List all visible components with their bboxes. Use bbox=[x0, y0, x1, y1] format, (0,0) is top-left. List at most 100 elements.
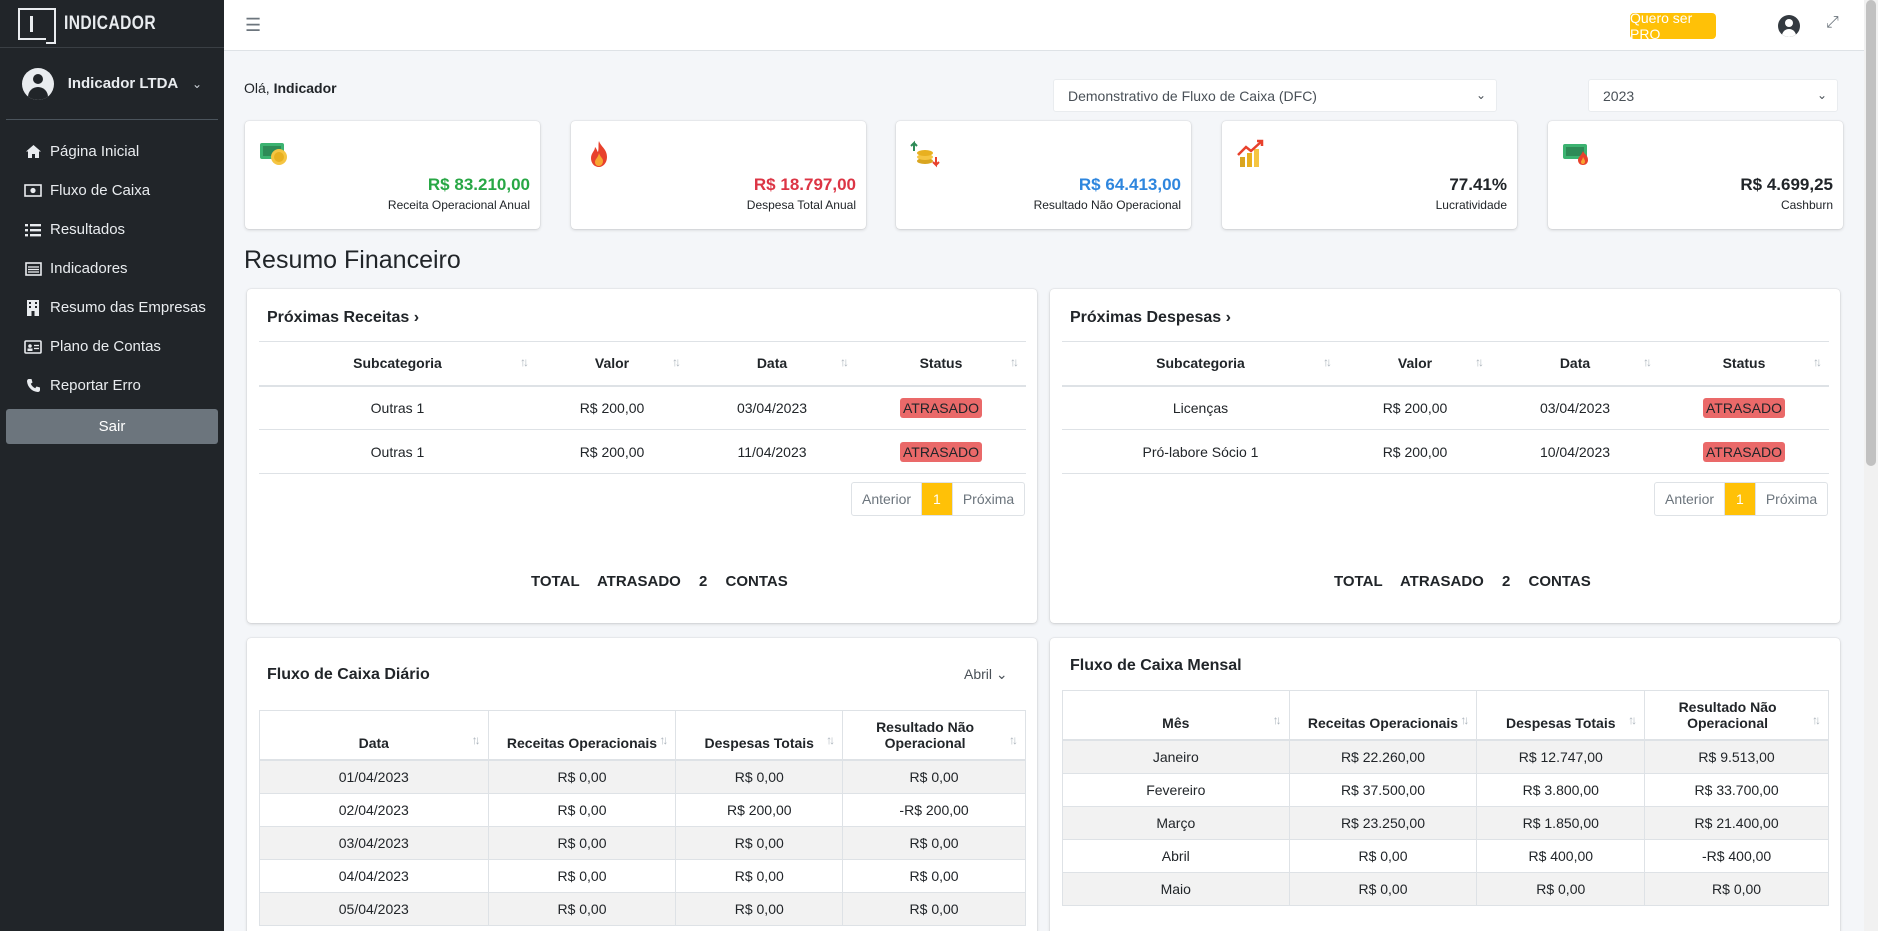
sort-icon: ↑↓ bbox=[826, 733, 835, 747]
column-label: Data bbox=[358, 735, 389, 751]
page-scrollbar[interactable] bbox=[1864, 0, 1878, 931]
table-row: Março R$ 23.250,00 R$ 1.850,00 R$ 21.400,00 bbox=[1062, 805, 1829, 840]
sidebar-item-label: Indicadores bbox=[50, 260, 128, 277]
column-header[interactable]: Receitas Operacionais ↑↓ bbox=[487, 710, 677, 761]
upgrade-pro-button[interactable]: Quero ser PRO bbox=[1630, 10, 1716, 42]
card-title-text: Próximas Receitas bbox=[267, 309, 410, 326]
pagination-prev[interactable]: Anterior bbox=[862, 491, 912, 507]
column-label: Status bbox=[1722, 355, 1766, 372]
table-icon bbox=[24, 261, 42, 277]
kpi-value: 77.41% bbox=[1449, 175, 1507, 194]
sidebar-item-resumo-das-empresas[interactable]: Resumo das Empresas bbox=[0, 288, 224, 327]
pagination-next[interactable]: Próxima bbox=[1765, 491, 1818, 507]
table-cell: R$ 0,00 bbox=[842, 891, 1026, 926]
table-cell: R$ 0,00 bbox=[1288, 871, 1478, 906]
phone-icon bbox=[24, 378, 42, 394]
fire-icon bbox=[585, 139, 613, 167]
table-cell: Março bbox=[1062, 805, 1290, 840]
overdue-total-count: 2 bbox=[699, 573, 708, 590]
table-cell: R$ 0,00 bbox=[675, 891, 844, 926]
sort-icon: ↑↓ bbox=[471, 733, 481, 747]
kpi-card-despesa: R$ 18.797,00 Despesa Total Anual bbox=[571, 121, 866, 229]
section-title: Resumo Financeiro bbox=[244, 246, 461, 274]
sidebar-item-plano-de-contas[interactable]: Plano de Contas bbox=[0, 327, 224, 366]
table-cell: R$ 0,00 bbox=[487, 825, 677, 860]
sidebar-item-fluxo-de-caixa[interactable]: Fluxo de Caixa bbox=[0, 171, 224, 210]
column-header[interactable]: Despesas Totais ↑↓ bbox=[1476, 690, 1646, 741]
sidebar-item-pagina-inicial[interactable]: Página Inicial bbox=[0, 132, 224, 171]
table-cell: Pró-labore Sócio 1 bbox=[1062, 429, 1339, 474]
table-cell: R$ 200,00 bbox=[675, 792, 844, 827]
sort-icon: ↑↓ bbox=[672, 355, 681, 370]
pagination-prev[interactable]: Anterior bbox=[1665, 491, 1715, 507]
sidebar-item-resultados[interactable]: Resultados bbox=[0, 210, 224, 249]
pagination-page[interactable]: 1 bbox=[921, 483, 953, 515]
column-label: Status bbox=[919, 355, 963, 372]
pagination-next[interactable]: Próxima bbox=[962, 491, 1015, 507]
table-cell: R$ 1.850,00 bbox=[1476, 805, 1646, 840]
sidebar-item-indicadores[interactable]: Indicadores bbox=[0, 249, 224, 288]
upcoming-income-card: Próximas Receitas › Subcategoria ↑↓ Valor… bbox=[247, 289, 1037, 623]
sort-icon: ↑↓ bbox=[1628, 713, 1637, 727]
table-row: 03/04/2023 R$ 0,00 R$ 0,00 R$ 0,00 bbox=[259, 825, 1026, 860]
table-cell: R$ 0,00 bbox=[675, 825, 844, 860]
logout-button[interactable]: Sair bbox=[6, 409, 218, 444]
sidebar-item-label: Fluxo de Caixa bbox=[50, 182, 151, 199]
kpi-value: R$ 64.413,00 bbox=[1078, 175, 1181, 194]
column-header[interactable]: Resultado Não Operacional ↑↓ bbox=[842, 710, 1026, 761]
table-cell: R$ 0,00 bbox=[1288, 838, 1478, 873]
month-dropdown[interactable]: Abril ⌄ bbox=[964, 666, 1008, 683]
money-coin-icon bbox=[259, 139, 287, 167]
column-header[interactable]: Mês ↑↓ bbox=[1062, 690, 1290, 741]
column-header[interactable]: Subcategoria ↑↓ bbox=[1062, 341, 1339, 387]
brand-logo[interactable]: INDICADOR bbox=[0, 0, 224, 48]
column-header[interactable]: Receitas Operacionais ↑↓ bbox=[1288, 690, 1478, 741]
fullscreen-icon[interactable]: ⤢ bbox=[1826, 14, 1839, 31]
report-select[interactable]: Demonstrativo de Fluxo de Caixa (DFC) ⌄ bbox=[1053, 79, 1497, 112]
column-header[interactable]: Data ↑↓ bbox=[1491, 341, 1659, 387]
user-profile-icon[interactable] bbox=[1778, 15, 1800, 37]
sort-icon: ↑↓ bbox=[1812, 713, 1821, 727]
table-cell: R$ 0,00 bbox=[842, 825, 1026, 860]
upcoming-expenses-title[interactable]: Próximas Despesas › bbox=[1070, 309, 1231, 327]
column-label: Data bbox=[756, 355, 788, 372]
column-header[interactable]: Valor ↑↓ bbox=[536, 341, 688, 387]
table-cell: R$ 9.513,00 bbox=[1644, 739, 1829, 774]
year-select-value: 2023 bbox=[1603, 87, 1635, 104]
chevron-down-icon: ⌄ bbox=[191, 76, 202, 91]
money-icon bbox=[24, 183, 42, 199]
upcoming-income-title[interactable]: Próximas Receitas › bbox=[267, 309, 419, 327]
sidebar-item-label: Reportar Erro bbox=[50, 377, 141, 394]
column-header[interactable]: Data ↑↓ bbox=[259, 710, 489, 761]
hamburger-menu-icon[interactable]: ☰ bbox=[245, 15, 262, 35]
sidebar-item-reportar-erro[interactable]: Reportar Erro bbox=[0, 366, 224, 405]
pagination-page[interactable]: 1 bbox=[1724, 483, 1756, 515]
kpi-value: R$ 83.210,00 bbox=[427, 175, 530, 194]
table-cell: Fevereiro bbox=[1062, 772, 1290, 807]
column-header[interactable]: Despesas Totais ↑↓ bbox=[675, 710, 844, 761]
sort-icon: ↑↓ bbox=[1010, 355, 1019, 370]
table-cell: Janeiro bbox=[1062, 739, 1290, 774]
table-cell: R$ 0,00 bbox=[1644, 871, 1829, 906]
sidebar-item-label: Plano de Contas bbox=[50, 338, 161, 355]
column-header[interactable]: Status ↑↓ bbox=[856, 341, 1026, 387]
table-cell: R$ 22.260,00 bbox=[1288, 739, 1478, 774]
table-cell: R$ 12.747,00 bbox=[1476, 739, 1646, 774]
company-selector[interactable]: Indicador LTDA ⌄ bbox=[6, 48, 218, 120]
table-cell: R$ 200,00 bbox=[536, 385, 688, 430]
column-header[interactable]: Resultado Não Operacional ↑↓ bbox=[1644, 690, 1829, 741]
column-label: Valor bbox=[594, 355, 630, 372]
column-header[interactable]: Subcategoria ↑↓ bbox=[259, 341, 536, 387]
scrollbar-thumb[interactable] bbox=[1866, 0, 1876, 466]
kpi-value: R$ 4.699,25 bbox=[1740, 175, 1833, 194]
table-row: Licenças R$ 200,00 03/04/2023 ATRASADO bbox=[1062, 385, 1829, 430]
kpi-value: R$ 18.797,00 bbox=[753, 175, 856, 194]
table-cell: R$ 33.700,00 bbox=[1644, 772, 1829, 807]
year-select[interactable]: 2023 ⌄ bbox=[1588, 79, 1838, 112]
overdue-total-label: TOTAL ATRASADO bbox=[531, 573, 681, 590]
column-header[interactable]: Status ↑↓ bbox=[1659, 341, 1829, 387]
list-icon bbox=[24, 222, 42, 238]
table-cell: R$ 21.400,00 bbox=[1644, 805, 1829, 840]
column-header[interactable]: Data ↑↓ bbox=[688, 341, 856, 387]
column-header[interactable]: Valor ↑↓ bbox=[1339, 341, 1491, 387]
